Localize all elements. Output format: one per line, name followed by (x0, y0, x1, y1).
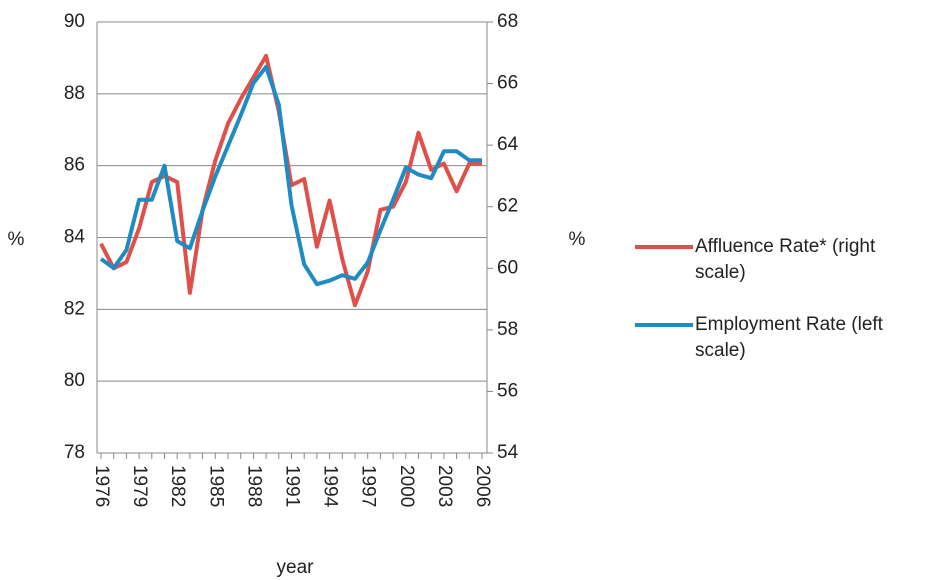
series-line (99, 64, 482, 287)
x-tick-label: 1997 (358, 465, 379, 507)
legend-label: Affluence Rate* (right scale) (695, 236, 876, 283)
x-tick-label: 1976 (91, 465, 112, 507)
x-tick-label: 1988 (243, 465, 264, 507)
y2-tick-label: 56 (497, 380, 518, 401)
y2-tick-label: 68 (497, 11, 518, 32)
x-tick-label: 1985 (205, 465, 226, 507)
x-tick-label: 2006 (472, 465, 493, 507)
x-axis-label: year (277, 557, 315, 578)
x-tick-label: 1982 (167, 465, 188, 507)
y-axis-label: % (8, 229, 25, 250)
y2-tick-label: 66 (497, 73, 518, 94)
y2-tick-label: 64 (497, 134, 519, 155)
y2-tick-label: 58 (497, 319, 518, 340)
x-tick-label: 1994 (320, 465, 341, 508)
x-tick-label: 2003 (434, 465, 455, 507)
y-tick-label: 78 (64, 442, 85, 463)
y2-tick-label: 60 (497, 257, 518, 278)
y-tick-label: 88 (64, 83, 85, 104)
y2-tick-label: 62 (497, 196, 518, 217)
x-tick-label: 1991 (281, 465, 302, 507)
x-tick-label: 2000 (396, 465, 417, 507)
y-tick-label: 80 (64, 370, 85, 391)
x-tick-label: 1979 (129, 465, 150, 507)
legend-label: Employment Rate (left scale) (695, 314, 883, 361)
y2-axis-label: % (569, 229, 586, 250)
y-tick-label: 86 (64, 155, 85, 176)
y-tick-label: 82 (64, 298, 85, 319)
y-tick-label: 84 (64, 227, 86, 248)
y2-tick-label: 54 (497, 442, 519, 463)
y-tick-label: 90 (64, 11, 85, 32)
